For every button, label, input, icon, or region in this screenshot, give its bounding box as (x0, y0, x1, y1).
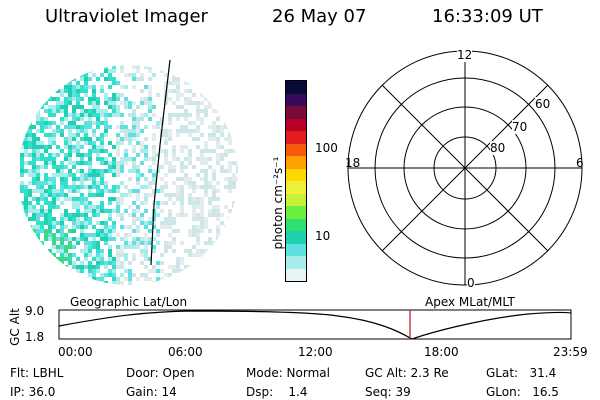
mode-value: Mode: Normal (246, 366, 330, 380)
ytick-top: 9.0 (25, 304, 45, 318)
terminator-line (150, 59, 171, 266)
altitude-timeline (58, 309, 572, 340)
gc-alt-value: GC Alt: 2.3 Re (365, 366, 449, 380)
auroral-pixels (20, 65, 238, 285)
date-label: 26 May 07 (272, 6, 367, 27)
auroral-image (20, 59, 238, 285)
mlt-label-12: 12 (457, 48, 473, 62)
colorbar-band (286, 131, 306, 144)
colorbar-band (286, 106, 306, 119)
colorbar-band (286, 81, 306, 94)
mlt-label-18: 18 (345, 156, 361, 170)
xtick-2359: 23:59 (553, 345, 588, 359)
colorbar-band (286, 193, 306, 206)
colorbar-tick-10: 10 (315, 229, 331, 243)
colorbar-band (286, 143, 306, 156)
colorbar-band (286, 168, 306, 181)
glon-value: GLon: 16.5 (486, 385, 559, 399)
colorbar (285, 80, 307, 282)
colorbar-unit-label: photon cm⁻²s⁻¹ (271, 156, 285, 250)
altitude-curve (58, 310, 572, 340)
mlt-label-0: 0 (467, 276, 475, 290)
gc-alt-axis-title: GC Alt (8, 308, 22, 346)
apex-coords-label: Apex MLat/MLT (425, 295, 515, 309)
ip-value: IP: 36.0 (10, 385, 56, 399)
time-label: 16:33:09 UT (432, 6, 543, 27)
polar-grid (347, 50, 583, 286)
colorbar-band (286, 206, 306, 219)
geo-coords-label: Geographic Lat/Lon (70, 295, 188, 309)
xtick-0600: 06:00 (168, 345, 203, 359)
ytick-bottom: 1.8 (25, 330, 45, 344)
colorbar-band (286, 231, 306, 244)
mlt-label-6: 6 (576, 156, 584, 170)
colorbar-band (286, 268, 306, 281)
colorbar-band (286, 156, 306, 169)
colorbar-band (286, 93, 306, 106)
xtick-1200: 12:00 (298, 345, 333, 359)
lat-label-80: 80 (490, 141, 506, 155)
dsp-value: Dsp: 1.4 (246, 385, 308, 399)
glat-value: GLat: 31.4 (486, 366, 557, 380)
instrument-title: Ultraviolet Imager (45, 6, 208, 27)
lat-label-70: 70 (512, 120, 528, 134)
seq-value: Seq: 39 (365, 385, 411, 399)
door-value: Door: Open (126, 366, 195, 380)
colorbar-tick-100: 100 (315, 141, 338, 155)
xtick-1800: 18:00 (424, 345, 459, 359)
colorbar-band (286, 218, 306, 231)
colorbar-band (286, 118, 306, 131)
xtick-0000: 00:00 (58, 345, 93, 359)
filter-value: Flt: LBHL (10, 366, 64, 380)
colorbar-band (286, 256, 306, 269)
lat-label-60: 60 (535, 97, 551, 111)
colorbar-band (286, 243, 306, 256)
colorbar-band (286, 181, 306, 194)
gain-value: Gain: 14 (126, 385, 177, 399)
